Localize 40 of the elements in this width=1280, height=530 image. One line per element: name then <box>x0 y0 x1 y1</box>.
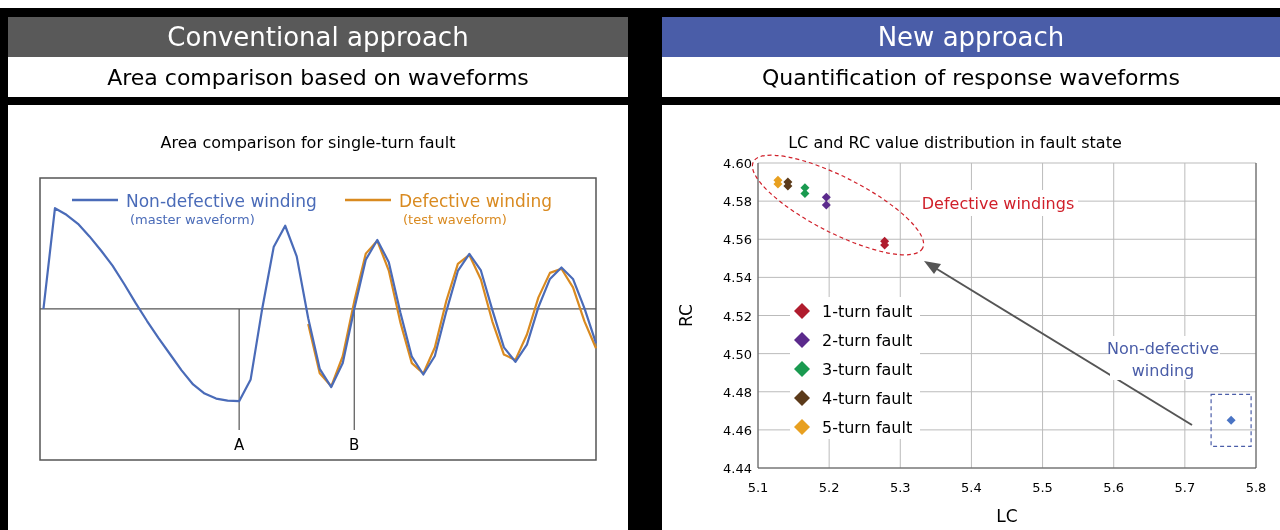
y-tick-label: 4.44 <box>723 461 752 476</box>
x-tick-label: 5.8 <box>1245 480 1267 495</box>
y-axis-title: RC <box>676 304 696 327</box>
y-tick-label: 4.58 <box>723 194 752 210</box>
x-tick-label: A <box>234 436 246 454</box>
text: Non-defective winding <box>1107 339 1219 380</box>
text: Area comparison based on waveforms <box>107 65 529 90</box>
point <box>1226 415 1236 425</box>
chart-title: LC and RC value distribution in fault state <box>788 133 1122 152</box>
x-tick-label: 5.7 <box>1174 480 1196 495</box>
legend-label: Non-defective winding (master waveform) <box>126 191 317 227</box>
annotation: Defective windings <box>921 194 1075 213</box>
y-tick-label: 4.56 <box>723 232 752 248</box>
x-tick-label: 5.2 <box>818 480 840 495</box>
y-tick-label: 4.50 <box>723 346 752 362</box>
point <box>821 200 831 210</box>
chart-title: Area comparison for single-turn fault <box>160 133 456 152</box>
x-tick-label: 5.4 <box>961 480 982 495</box>
legend-label: 2-turn fault <box>822 331 913 350</box>
x-tick-label: 5.5 <box>1032 480 1053 495</box>
legend-label: 1-turn fault <box>822 302 913 321</box>
legend-label: 5-turn fault <box>822 418 913 437</box>
x-tick-label: B <box>349 436 360 454</box>
legend-label: 4-turn fault <box>822 389 913 408</box>
x-axis-title: LC <box>996 506 1018 526</box>
x-tick-label: 5.6 <box>1103 480 1125 495</box>
text: Quantification of response waveforms <box>762 65 1180 90</box>
y-tick-label: 4.52 <box>723 308 752 324</box>
point <box>821 192 831 202</box>
y-tick-label: 4.46 <box>723 422 752 438</box>
y-tick-label: 4.54 <box>723 270 752 286</box>
legend-label: 3-turn fault <box>822 360 913 379</box>
y-tick-label: 4.60 <box>723 156 752 171</box>
y-tick-label: 4.48 <box>723 384 752 400</box>
point <box>800 189 810 198</box>
text: New approach <box>877 22 1065 52</box>
x-tick-label: 5.1 <box>747 480 769 495</box>
legend-label: Defective winding (test waveform) <box>399 191 553 227</box>
x-tick-label: 5.3 <box>889 480 911 495</box>
text: Conventional approach <box>167 22 469 52</box>
